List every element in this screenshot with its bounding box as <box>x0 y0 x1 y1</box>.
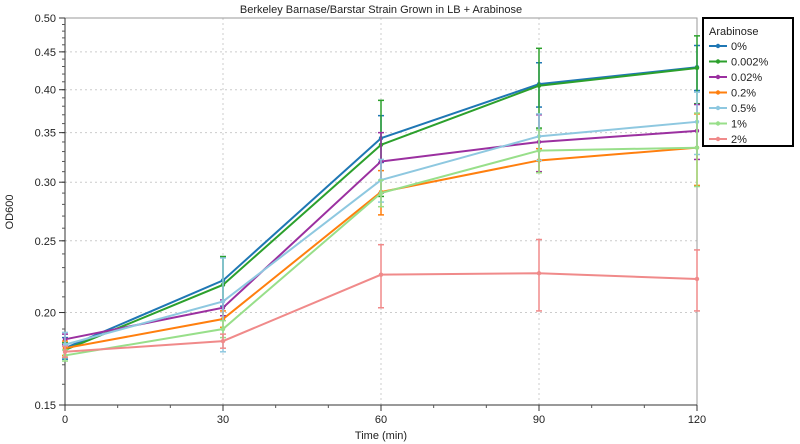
data-point <box>694 145 700 150</box>
y-tick-label: 0.40 <box>35 85 56 97</box>
y-tick-label: 0.50 <box>35 13 56 25</box>
data-point <box>536 271 542 276</box>
legend-marker <box>715 90 721 95</box>
x-tick-label: 30 <box>217 414 229 426</box>
legend-label: 0.2% <box>731 88 756 100</box>
data-point <box>536 83 542 88</box>
legend-marker <box>715 59 721 64</box>
legend-marker <box>715 43 721 49</box>
series-group <box>62 35 700 362</box>
series-2% <box>62 238 700 359</box>
legend-label: 1% <box>731 119 747 131</box>
x-tick-label: 90 <box>533 414 545 426</box>
legend-title: Arabinose <box>709 26 759 38</box>
legend-marker <box>715 136 721 142</box>
axes: 0.15 0.20 0.25 0.30 0.35 0.40 0.45 0.50 0 30 60 90 1… <box>35 13 707 426</box>
legend: Arabinose 0% 0.002% 0.02% 0.2% 0.5% 1% 2% <box>702 17 794 147</box>
legend-label: 0% <box>731 41 747 53</box>
legend-label: 0.02% <box>731 72 762 84</box>
data-point <box>220 326 226 332</box>
legend-label: 2% <box>731 134 747 146</box>
legend-label: 0.002% <box>731 57 769 69</box>
y-tick-label: 0.35 <box>35 128 56 140</box>
legend-marker <box>715 74 721 80</box>
x-tick-label: 120 <box>688 414 706 426</box>
legend-marker <box>715 105 721 111</box>
data-point <box>62 349 68 354</box>
legend-marker <box>715 121 721 126</box>
data-point <box>536 148 542 153</box>
x-tick-label: 0 <box>62 414 68 426</box>
y-tick-label: 0.30 <box>35 177 56 189</box>
legend-label: 0.5% <box>731 103 756 115</box>
data-point <box>694 65 700 71</box>
chart-title: Berkeley Barnase/Barstar Strain Grown in… <box>240 4 522 16</box>
y-tick-label: 0.15 <box>35 400 56 412</box>
series-1% <box>62 112 700 362</box>
x-tick-label: 60 <box>375 414 387 426</box>
y-tick-label: 0.25 <box>35 236 56 248</box>
data-point <box>378 272 384 277</box>
y-tick-label: 0.20 <box>35 308 56 320</box>
y-tick-label: 0.45 <box>35 47 56 59</box>
data-point <box>694 276 700 282</box>
y-axis-label: OD600 <box>4 195 16 230</box>
data-point <box>378 190 384 196</box>
x-axis-label: Time (min) <box>355 430 407 442</box>
data-point <box>220 299 226 304</box>
data-point <box>220 338 226 344</box>
